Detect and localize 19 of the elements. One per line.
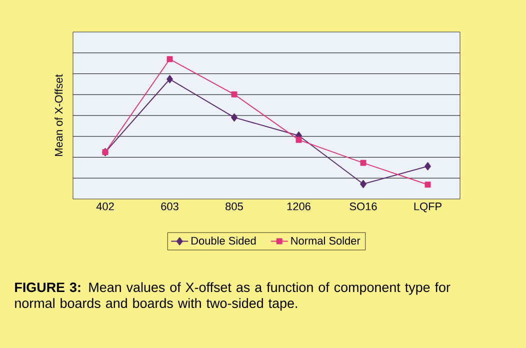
point [166, 75, 173, 84]
x-tick-label: LQFP [414, 202, 442, 212]
point [360, 180, 366, 188]
y-axis-title: Mean of X-Offset [54, 74, 63, 156]
point [360, 160, 366, 166]
x-tick-label: 1206 [287, 202, 310, 210]
legend-label: Normal Solder [291, 236, 360, 245]
x-tick-label: 805 [226, 202, 243, 210]
point [424, 182, 431, 188]
x-tick-label: 603 [161, 202, 178, 210]
point [231, 91, 238, 98]
point [166, 56, 173, 62]
point [424, 162, 431, 170]
x-tick-label: 402 [96, 202, 114, 210]
point [296, 136, 302, 143]
point [231, 113, 238, 122]
x-tick-label: SO16 [350, 202, 377, 210]
legend-label: Double Sided [192, 236, 256, 245]
text: FIGURE 3: Mean values of X-offset as a function of component type for normal boards and boards with two-sided tape. [15, 282, 450, 311]
